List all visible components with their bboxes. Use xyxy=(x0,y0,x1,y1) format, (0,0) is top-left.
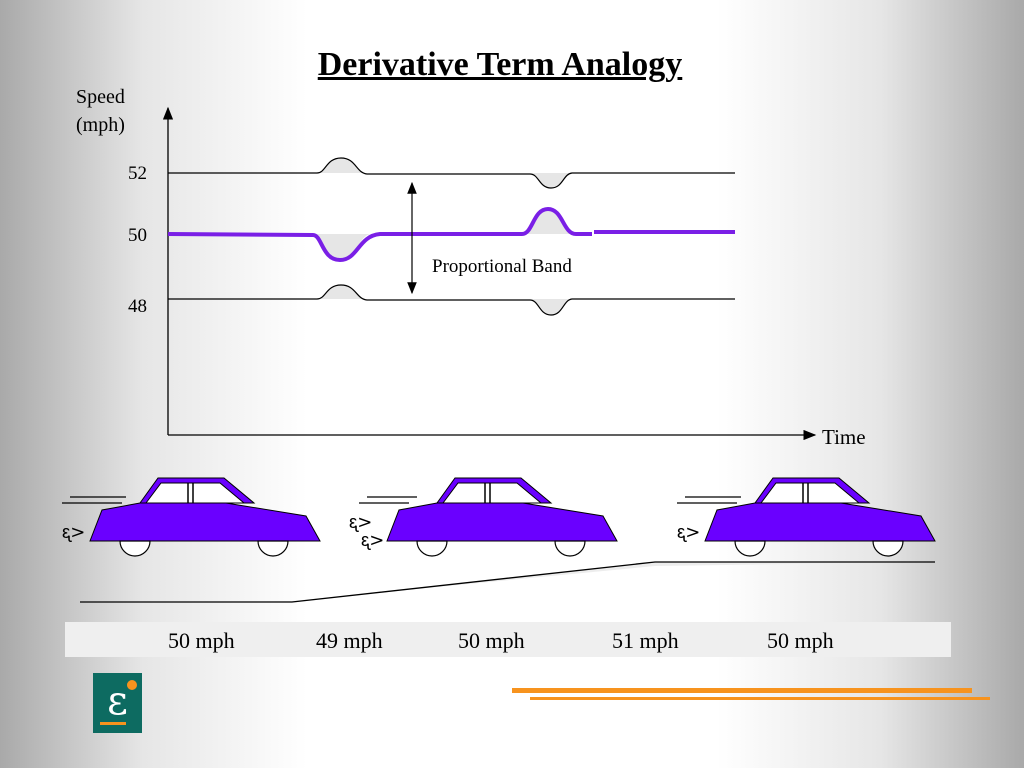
svg-text:ᶓ>: ᶓ> xyxy=(677,522,700,543)
svg-text:ᶓ>: ᶓ> xyxy=(349,512,372,533)
y-tick-50: 50 xyxy=(128,225,147,246)
speed-readout-4: 51 mph xyxy=(612,628,679,653)
speed-readout-1: 50 mph xyxy=(168,628,235,653)
y-axis-label-line2: (mph) xyxy=(76,114,125,136)
slide-title: Derivative Term Analogy xyxy=(317,46,683,83)
svg-text:ᶓ>: ᶓ> xyxy=(361,530,384,551)
accent-line-top xyxy=(512,688,972,693)
car-3: ᶓ> xyxy=(677,477,936,557)
x-axis-label: Time xyxy=(822,425,866,449)
speed-readout-bar: 50 mph 49 mph 50 mph 51 mph 50 mph xyxy=(65,622,951,657)
car-1: ᶓ> xyxy=(62,477,321,557)
logo-underline xyxy=(100,722,126,725)
speed-readout-2: 49 mph xyxy=(316,628,383,653)
speed-readout-5: 50 mph xyxy=(767,628,834,653)
upper-band-line xyxy=(168,157,735,189)
road xyxy=(80,561,935,603)
y-axis-label: Speed (mph) xyxy=(76,83,125,139)
speed-setpoint-line xyxy=(167,206,735,263)
logo-dot-icon xyxy=(127,680,137,690)
logo-glyph: ε xyxy=(107,678,128,724)
lower-band-line xyxy=(168,284,735,316)
y-tick-48: 48 xyxy=(128,296,147,317)
y-axis-label-line1: Speed xyxy=(76,86,125,108)
car-2: ᶓ> ᶓ> xyxy=(349,477,618,557)
svg-text:ᶓ>: ᶓ> xyxy=(62,522,85,543)
accent-line-bottom xyxy=(530,697,990,700)
proportional-band-label: Proportional Band xyxy=(432,256,572,277)
speed-readout-3: 50 mph xyxy=(458,628,525,653)
y-tick-52: 52 xyxy=(128,163,147,184)
